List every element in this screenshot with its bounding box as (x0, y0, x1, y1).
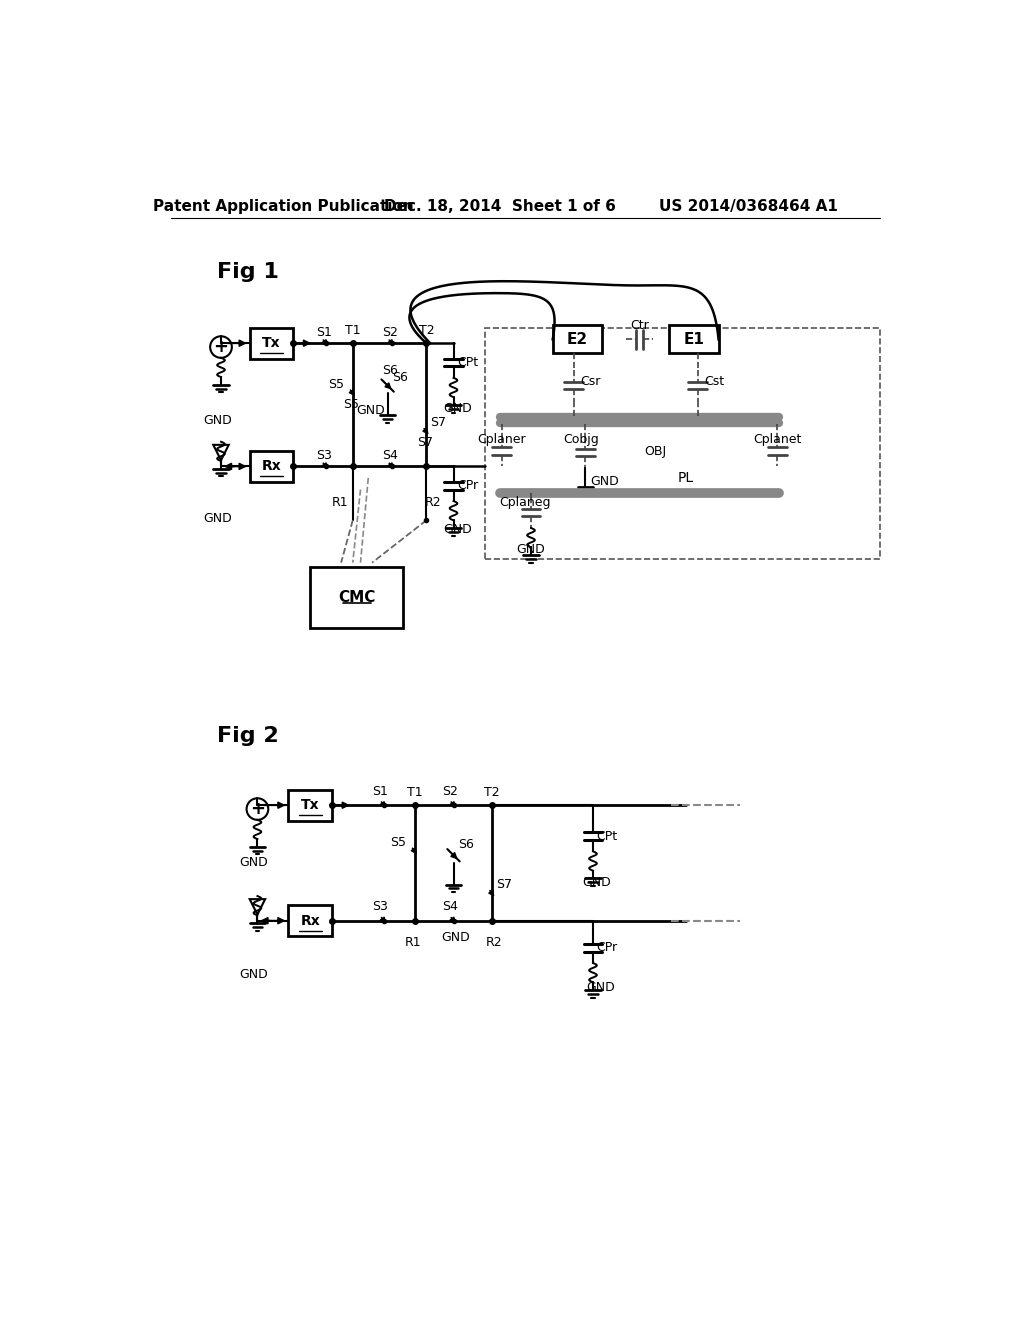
Text: S3: S3 (316, 449, 332, 462)
Text: GND: GND (240, 857, 268, 870)
Text: S1: S1 (372, 785, 388, 797)
Text: R2: R2 (424, 496, 441, 510)
Text: GND: GND (587, 981, 615, 994)
Text: S5: S5 (343, 397, 359, 411)
Text: GND: GND (517, 543, 546, 556)
Text: Cobjg: Cobjg (563, 433, 599, 446)
Text: S2: S2 (441, 785, 458, 797)
Text: Dec. 18, 2014  Sheet 1 of 6: Dec. 18, 2014 Sheet 1 of 6 (384, 198, 616, 214)
Text: Cplaner: Cplaner (477, 433, 526, 446)
Bar (553, 326, 602, 354)
Text: GND: GND (203, 413, 231, 426)
Text: GND: GND (356, 404, 385, 417)
Text: PL: PL (678, 471, 694, 484)
Bar (310, 566, 403, 628)
Text: CPt: CPt (457, 356, 478, 370)
Text: Patent Application Publication: Patent Application Publication (153, 198, 414, 214)
Text: Fig 1: Fig 1 (217, 263, 279, 282)
Text: GND: GND (443, 523, 472, 536)
Text: +: + (213, 338, 228, 356)
Text: GND: GND (441, 931, 470, 944)
Text: S6: S6 (382, 363, 398, 376)
Text: Cplaneg: Cplaneg (499, 496, 551, 510)
Text: S7: S7 (496, 878, 512, 891)
Text: CMC: CMC (338, 590, 376, 605)
Text: S5: S5 (390, 836, 406, 849)
Text: T2: T2 (484, 787, 500, 800)
Text: US 2014/0368464 A1: US 2014/0368464 A1 (658, 198, 838, 214)
Text: +: + (250, 800, 265, 818)
Text: Ctr: Ctr (630, 319, 649, 333)
Text: T2: T2 (419, 325, 434, 338)
Bar (289, 789, 332, 821)
Text: Tx: Tx (301, 799, 319, 812)
Text: E1: E1 (683, 331, 705, 347)
Text: T1: T1 (407, 787, 423, 800)
Text: Fig 2: Fig 2 (217, 726, 279, 746)
Text: Csr: Csr (581, 375, 601, 388)
Text: S1: S1 (316, 326, 332, 339)
Text: R2: R2 (485, 936, 502, 949)
Bar (289, 906, 332, 936)
Bar (250, 451, 293, 482)
Text: S7: S7 (417, 436, 433, 449)
Text: E2: E2 (567, 331, 588, 347)
Text: Rx: Rx (300, 913, 319, 928)
Text: S5: S5 (328, 378, 344, 391)
Text: Tx: Tx (262, 337, 281, 350)
Text: R1: R1 (404, 936, 422, 949)
Text: S6: S6 (458, 838, 474, 851)
Text: CPt: CPt (596, 829, 617, 842)
Bar (484, 327, 880, 558)
Text: S4: S4 (441, 900, 458, 913)
Bar (669, 326, 719, 354)
Text: CPr: CPr (457, 479, 478, 492)
Text: T1: T1 (345, 325, 360, 338)
Bar (250, 327, 293, 359)
Text: Cplanet: Cplanet (754, 433, 802, 446)
Text: Cst: Cst (705, 375, 725, 388)
Text: S2: S2 (382, 326, 398, 339)
Text: GND: GND (590, 475, 618, 488)
Text: GND: GND (443, 403, 472, 416)
Text: S3: S3 (372, 900, 388, 913)
Text: Rx: Rx (261, 459, 282, 474)
Text: R1: R1 (332, 496, 348, 510)
Text: GND: GND (203, 512, 231, 525)
Text: CPr: CPr (596, 941, 617, 954)
Text: OBJ: OBJ (644, 445, 666, 458)
Text: S7: S7 (430, 416, 446, 429)
Text: GND: GND (583, 875, 611, 888)
Text: S6: S6 (392, 371, 408, 384)
Text: GND: GND (240, 968, 268, 981)
Text: S4: S4 (382, 449, 398, 462)
